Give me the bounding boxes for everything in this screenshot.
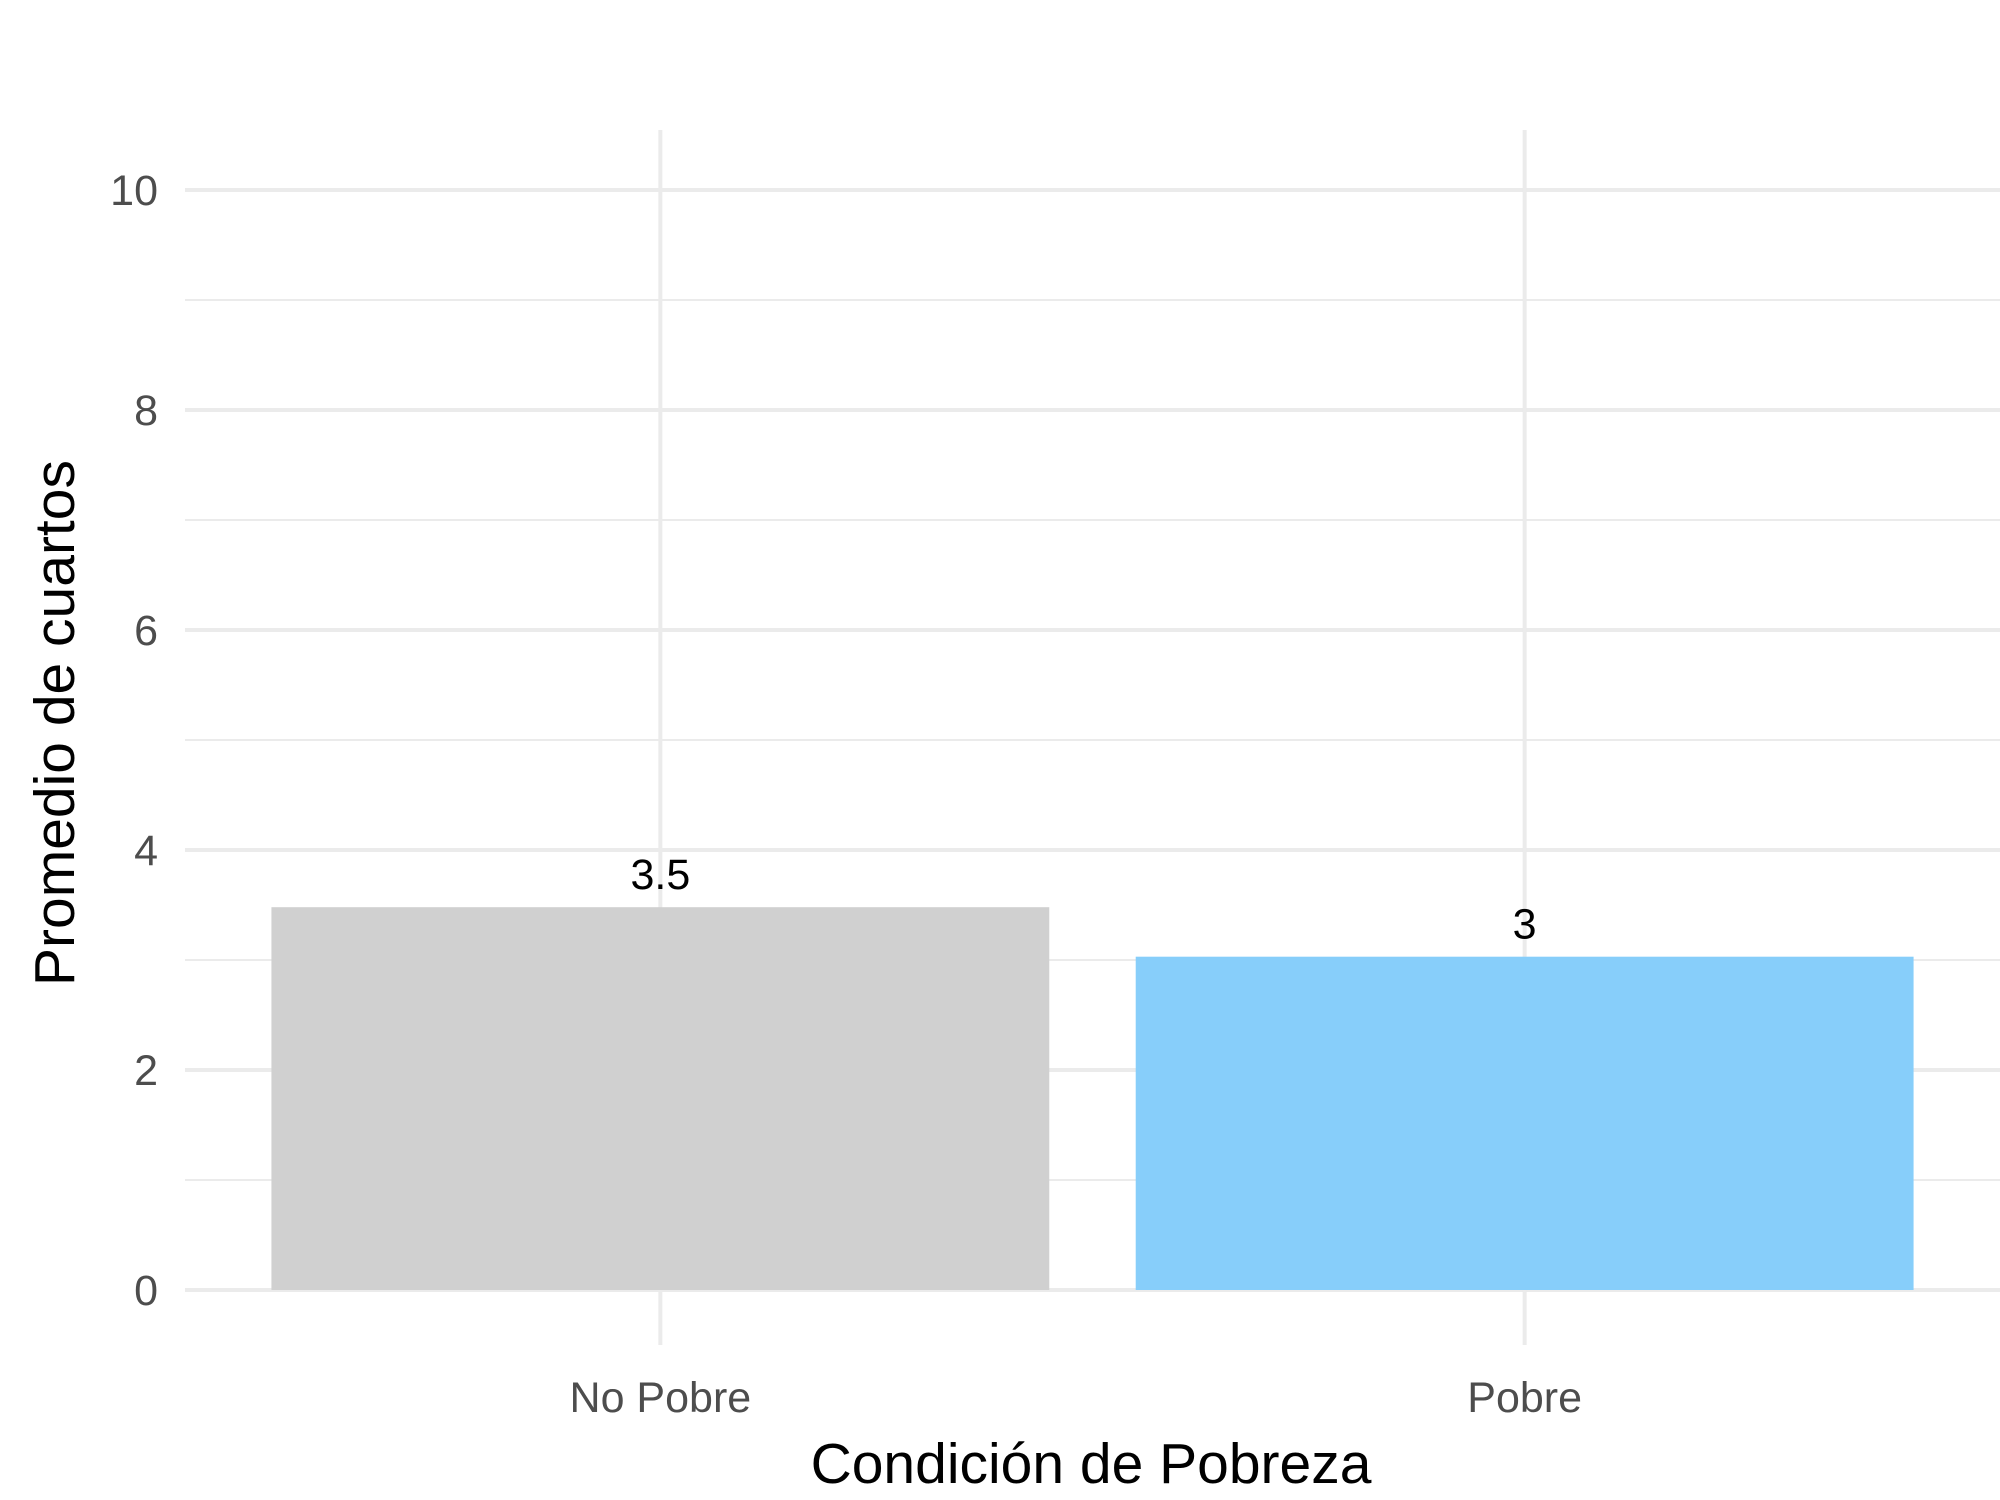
bar-no-pobre [271, 907, 1050, 1290]
y-axis-ticks: 0 2 4 6 8 10 [110, 167, 158, 1315]
data-label: 3.5 [630, 851, 690, 899]
y-tick-label: 6 [134, 607, 158, 655]
y-tick-label: 4 [134, 827, 158, 875]
x-axis-title: Condición de Pobreza [811, 1432, 1372, 1496]
y-tick-label: 0 [134, 1267, 158, 1315]
data-label: 3 [1513, 901, 1537, 949]
y-tick-label: 10 [110, 167, 158, 215]
x-axis-ticks: No Pobre Pobre [570, 1374, 1582, 1422]
x-tick-label: Pobre [1467, 1374, 1582, 1422]
y-axis-title: Promedio de cuartos [23, 460, 87, 986]
bars [271, 907, 1914, 1290]
bar-pobre [1135, 956, 1914, 1290]
y-tick-label: 2 [134, 1047, 158, 1095]
x-tick-label: No Pobre [570, 1374, 752, 1422]
data-labels: 3.53 [630, 851, 1536, 949]
y-tick-label: 8 [134, 387, 158, 435]
